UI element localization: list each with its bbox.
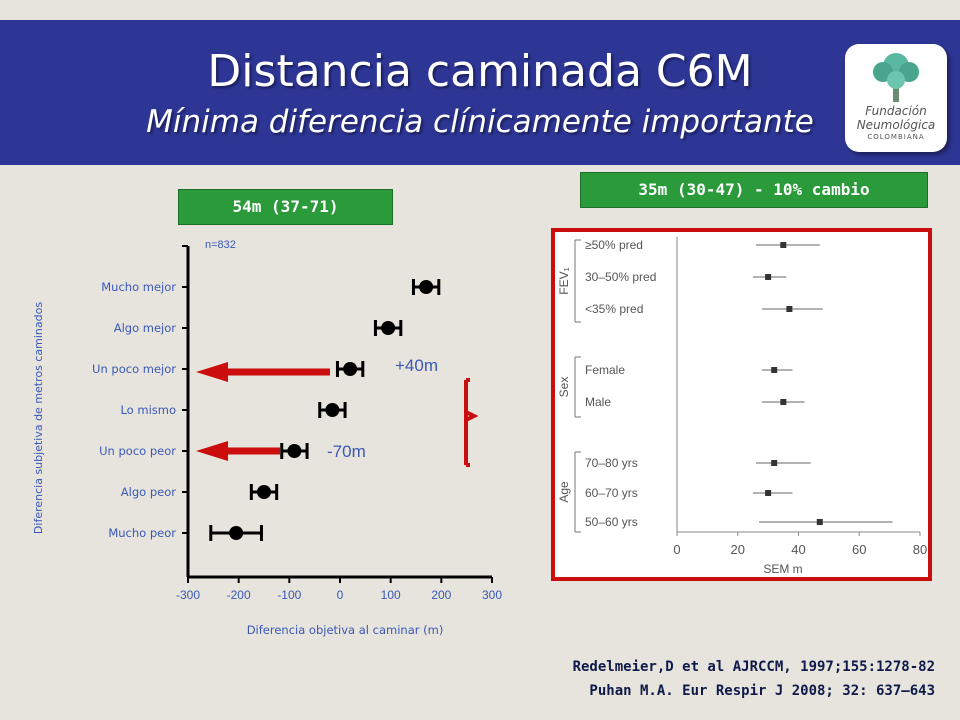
forest-point — [780, 242, 787, 248]
x-tick-label: -200 — [227, 588, 251, 602]
data-point — [343, 362, 358, 376]
forest-plot-frame: 0 20 40 60 80 SEM m FEV₁ ≥50% pred 30–50% pred <3… — [551, 228, 932, 581]
slide-title: Distancia caminada C6M — [207, 46, 753, 97]
forest-x-tick-label: 80 — [913, 542, 927, 557]
slide-header — [0, 20, 960, 165]
logo-text-2: Neumológica — [856, 118, 936, 132]
x-tick-label: -300 — [176, 588, 200, 602]
right-result-box: 35m (30-47) - 10% cambio — [580, 172, 928, 208]
forest-row-label: ≥50% pred — [585, 238, 643, 252]
forest-x-tick-label: 60 — [852, 542, 866, 557]
forest-point — [816, 519, 823, 525]
category-label: Un poco mejor — [92, 362, 176, 376]
forest-row-label: <35% pred — [585, 302, 643, 316]
n-label: n=832 — [205, 239, 236, 251]
forest-group-label: Age — [557, 481, 571, 503]
forest-plot: 0 20 40 60 80 SEM m FEV₁ ≥50% pred 30–50% pred <3… — [557, 237, 927, 576]
forest-point — [765, 274, 772, 280]
forest-row-label: Female — [585, 363, 625, 377]
forest-group-label: Sex — [557, 377, 571, 398]
data-point — [229, 526, 244, 540]
category-label: Lo mismo — [120, 403, 176, 417]
forest-x-tick-label: 0 — [673, 542, 680, 557]
data-point — [381, 321, 396, 335]
forest-x-tick-label: 40 — [791, 542, 805, 557]
category-label: Mucho mejor — [101, 280, 176, 294]
red-bracket — [464, 378, 479, 467]
forest-row-label: 30–50% pred — [585, 270, 656, 284]
reference-1: Redelmeier,D et al AJRCCM, 1997;155:1278… — [572, 659, 935, 675]
arrow-minus70-head — [196, 441, 228, 461]
forest-group-label: FEV₁ — [557, 267, 571, 294]
x-axis-title: Diferencia objetiva al caminar (m) — [247, 623, 444, 637]
forest-row-label: Male — [585, 395, 611, 409]
reference-2: Puhan M.A. Eur Respir J 2008; 32: 637–64… — [589, 683, 935, 699]
forest-row-label: 60–70 yrs — [585, 486, 638, 500]
y-axis-title: Diferencia subjetiva de metros caminados — [32, 302, 45, 534]
data-point — [325, 403, 340, 417]
x-tick-label: 100 — [381, 588, 401, 602]
data-point — [257, 485, 271, 499]
arrow-plus40-head — [196, 362, 228, 382]
category-label: Mucho peor — [108, 526, 176, 540]
x-tick-label: 200 — [431, 588, 451, 602]
category-label: Algo peor — [121, 485, 176, 499]
left-result-box: 54m (37-71) — [178, 189, 393, 225]
forest-point — [780, 399, 787, 405]
forest-row-label: 70–80 yrs — [585, 456, 638, 470]
forest-point — [771, 367, 778, 373]
annotation-minus70: -70m — [327, 442, 366, 461]
data-point — [419, 280, 434, 294]
forest-x-axis-title: SEM m — [763, 562, 802, 576]
slide-subtitle: Mínima diferencia clínicamente important… — [146, 104, 814, 140]
category-label: Algo mejor — [114, 321, 177, 335]
annotation-plus40: +40m — [395, 356, 438, 375]
logo: Fundación Neumológica COLOMBIANA — [845, 44, 947, 152]
tree-icon — [873, 53, 919, 102]
logo-text-1: Fundación — [865, 104, 927, 118]
forest-x-tick-label: 20 — [731, 542, 745, 557]
left-chart: -300 -200 -100 0 100 200 300 n=832 Mucho mejor Al… — [32, 239, 502, 637]
data-point — [287, 444, 302, 458]
x-tick-label: 300 — [482, 588, 502, 602]
forest-point — [765, 490, 772, 496]
x-tick-label: -100 — [277, 588, 301, 602]
category-label: Un poco peor — [99, 444, 176, 458]
forest-point — [786, 306, 793, 312]
forest-point — [771, 460, 778, 466]
forest-row-label: 50–60 yrs — [585, 515, 638, 529]
logo-text-3: COLOMBIANA — [867, 133, 925, 141]
x-tick-label: 0 — [337, 588, 344, 602]
